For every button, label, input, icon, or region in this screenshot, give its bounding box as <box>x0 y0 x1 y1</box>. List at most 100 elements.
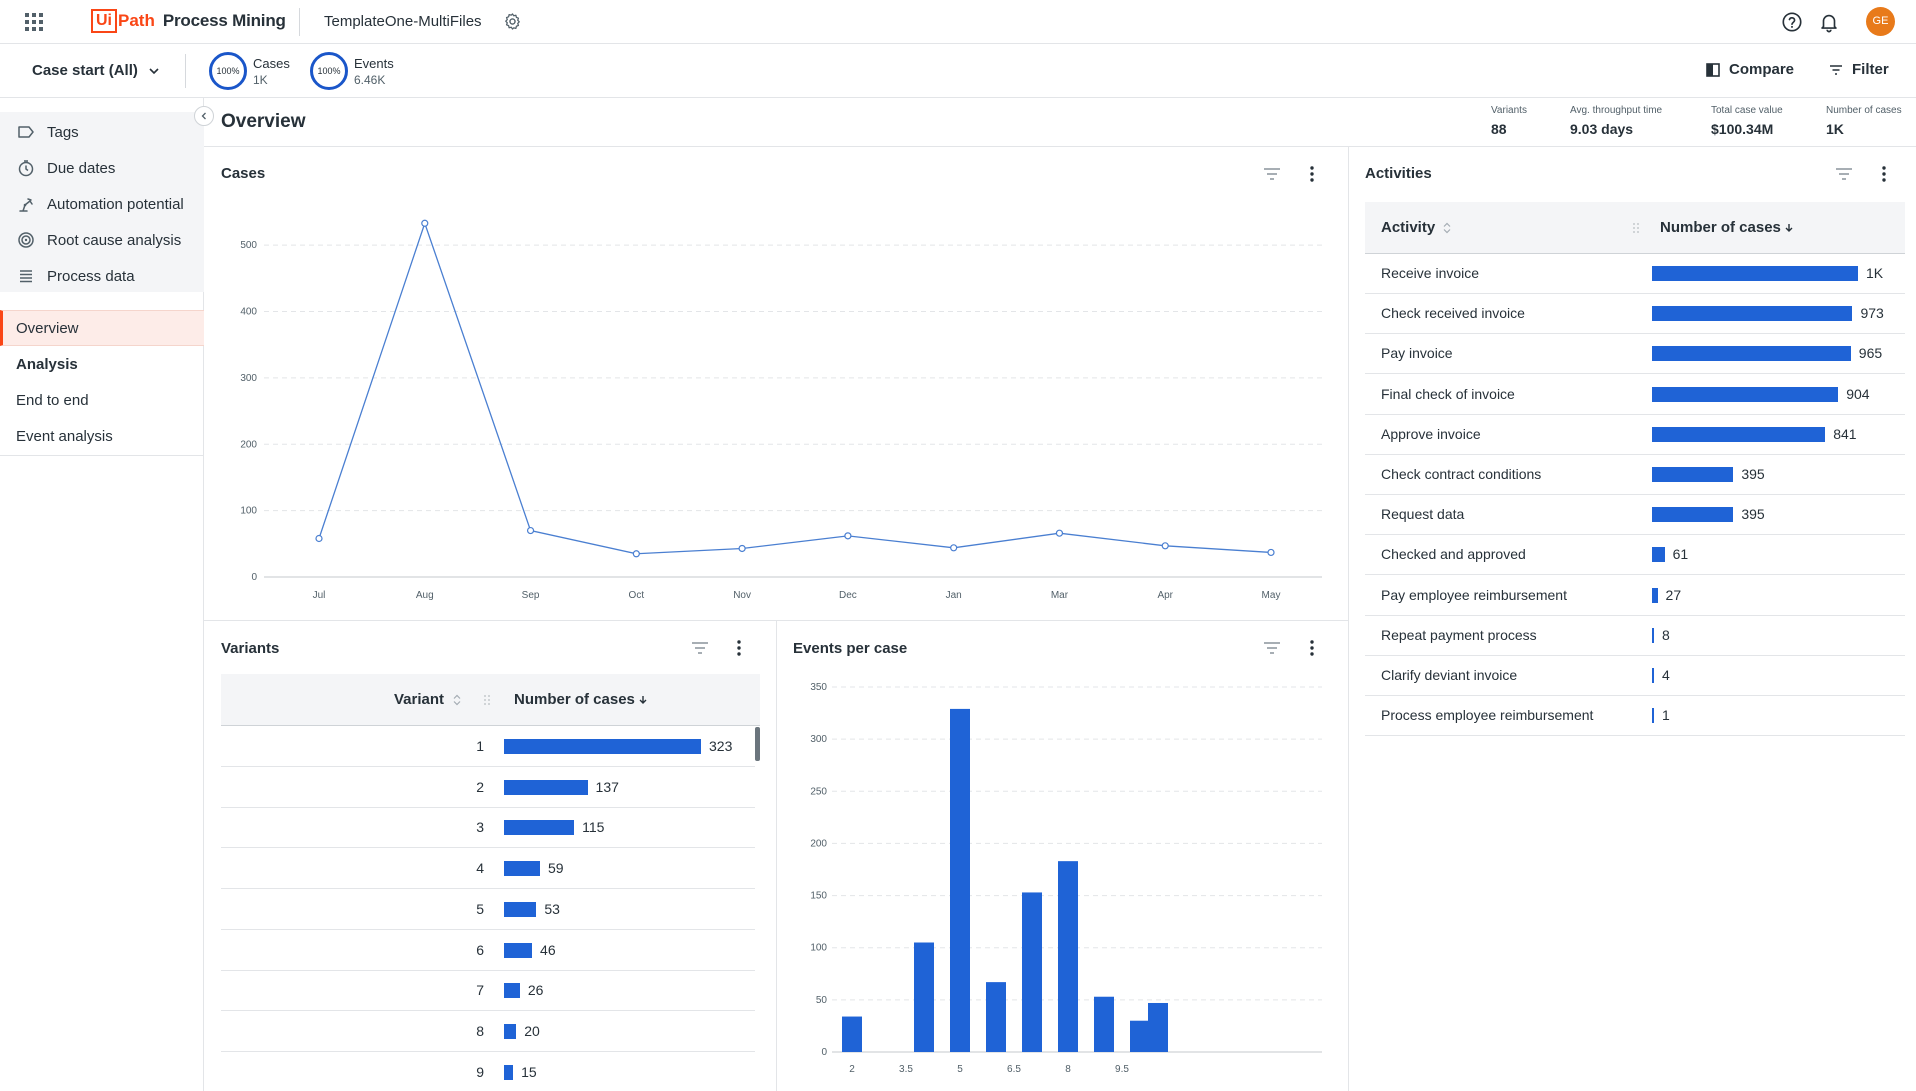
sort-icon[interactable] <box>453 694 461 706</box>
sidebar-item-root-cause-analysis[interactable]: Root cause analysis <box>0 222 204 258</box>
y-tick-label: 200 <box>810 838 827 849</box>
y-tick-label: 200 <box>240 439 257 450</box>
table-row[interactable]: Check contract conditions 395 <box>1365 455 1905 495</box>
activity-cell: Checked and approved <box>1381 546 1526 563</box>
x-tick-label: 6.5 <box>1007 1064 1021 1075</box>
help-icon[interactable] <box>1781 11 1803 33</box>
table-row[interactable]: 9 15 <box>221 1053 755 1091</box>
clock-icon <box>18 160 34 177</box>
variant-bar <box>504 820 575 836</box>
variant-cell: 8 <box>476 1022 484 1039</box>
x-tick-label: Apr <box>1157 590 1173 601</box>
activity-cell: Final check of invoice <box>1381 385 1515 402</box>
sort-descending-icon[interactable] <box>638 695 648 705</box>
x-tick-label: 3.5 <box>899 1064 913 1075</box>
cases-metric[interactable]: 100% Cases 1K <box>209 52 290 90</box>
drag-handle-icon[interactable] <box>1632 222 1640 234</box>
collapse-sidebar-button[interactable] <box>194 106 214 126</box>
data-point <box>1267 548 1275 557</box>
table-row[interactable]: 2 137 <box>221 768 755 808</box>
table-row[interactable]: Pay invoice 965 <box>1365 334 1905 375</box>
gear-icon[interactable] <box>503 12 522 31</box>
events-bar-chart: 0 50 100 150 200 250 300 350 2 3.5 5 6.5 8 9.5 <box>810 682 1322 1075</box>
table-row[interactable]: 1 323 <box>221 727 755 767</box>
table-row[interactable]: Clarify deviant invoice 4 <box>1365 656 1905 696</box>
app-launcher-icon[interactable] <box>25 13 43 31</box>
more-vertical-icon[interactable] <box>1881 165 1887 183</box>
scrollbar-thumb[interactable] <box>755 727 760 761</box>
y-tick-label: 100 <box>810 943 827 954</box>
table-row[interactable]: 3 115 <box>221 808 755 849</box>
table-row[interactable]: Final check of invoice 904 <box>1365 375 1905 415</box>
sidebar-item-label: Automation potential <box>47 195 184 213</box>
table-row[interactable]: Checked and approved 61 <box>1365 535 1905 576</box>
table-row[interactable]: Process employee reimbursement 1 <box>1365 696 1905 737</box>
nav-analysis[interactable]: Analysis <box>16 356 78 373</box>
sidebar-item-tags[interactable]: Tags <box>0 114 204 150</box>
y-tick-label: 500 <box>240 240 257 251</box>
filter-icon[interactable] <box>1263 167 1281 181</box>
sidebar-item-automation-potential[interactable]: Automation potential <box>0 186 204 222</box>
sort-icon[interactable] <box>1443 222 1451 234</box>
nav-event-analysis[interactable]: Event analysis <box>16 428 113 445</box>
column-header-activity[interactable]: Activity <box>1381 219 1436 236</box>
chevron-left-icon <box>201 112 206 120</box>
events-metric[interactable]: 100% Events 6.46K <box>310 52 394 90</box>
variant-bar-value: 46 <box>540 941 556 958</box>
bar <box>1022 892 1042 1052</box>
divider <box>299 8 300 36</box>
table-row[interactable]: Receive invoice 1K <box>1365 254 1905 294</box>
case-start-label: Case start (All) <box>32 62 138 79</box>
table-row[interactable]: Repeat payment process 8 <box>1365 616 1905 656</box>
nav-overview[interactable]: Overview <box>0 310 204 346</box>
events-metric-value: 6.46K <box>354 72 386 87</box>
activity-bar-value: 973 <box>1860 305 1884 322</box>
cases-metric-label: Cases <box>253 55 290 71</box>
table-row[interactable]: 7 26 <box>221 971 755 1012</box>
kpi-variants: Variants 88 <box>1491 105 1527 137</box>
case-start-dropdown[interactable]: Case start (All) <box>32 62 160 79</box>
filter-icon[interactable] <box>1263 641 1281 655</box>
table-row[interactable]: 4 59 <box>221 849 755 890</box>
table-row[interactable]: 6 46 <box>221 931 755 971</box>
kpi-case-value: Total case value $100.34M <box>1711 105 1783 137</box>
column-header-number-of-cases[interactable]: Number of cases <box>514 691 635 708</box>
y-tick-label: 250 <box>810 786 827 797</box>
nav-end-to-end[interactable]: End to end <box>16 392 89 409</box>
column-header-variant[interactable]: Variant <box>394 691 445 708</box>
activities-panel-title: Activities <box>1365 165 1432 182</box>
sidebar-item-process-data[interactable]: Process data <box>0 258 204 294</box>
sort-descending-icon[interactable] <box>1784 223 1794 233</box>
filter-icon[interactable] <box>1835 167 1853 181</box>
table-row[interactable]: Approve invoice 841 <box>1365 415 1905 455</box>
x-tick-label: 5 <box>957 1064 963 1075</box>
variants-table-header: Variant Number of cases <box>221 674 760 726</box>
variant-cell: 6 <box>476 941 484 958</box>
variant-bar-value: 15 <box>521 1063 537 1080</box>
table-row[interactable]: 5 53 <box>221 890 755 930</box>
series-line <box>318 221 1272 555</box>
sidebar-item-due-dates[interactable]: Due dates <box>0 150 204 186</box>
y-tick-label: 100 <box>240 506 257 517</box>
compare-button[interactable]: Compare <box>1705 61 1794 78</box>
filter-button[interactable]: Filter <box>1828 61 1889 78</box>
divider <box>185 54 186 88</box>
uipath-logo[interactable]: Ui Path Process Mining <box>91 9 286 33</box>
more-vertical-icon[interactable] <box>736 639 742 657</box>
avatar[interactable]: GE <box>1866 7 1895 36</box>
table-row[interactable]: Pay employee reimbursement 27 <box>1365 576 1905 616</box>
x-tick-label: Sep <box>522 590 540 601</box>
activity-bar-value: 8 <box>1662 626 1670 643</box>
column-header-number-of-cases[interactable]: Number of cases <box>1660 219 1781 236</box>
filter-icon[interactable] <box>691 641 709 655</box>
bell-icon[interactable] <box>1818 11 1840 33</box>
bar <box>842 1016 862 1052</box>
table-row[interactable]: Check received invoice 973 <box>1365 294 1905 335</box>
drag-handle-icon[interactable] <box>483 694 491 706</box>
table-row[interactable]: Request data 395 <box>1365 495 1905 536</box>
more-vertical-icon[interactable] <box>1309 165 1315 183</box>
more-vertical-icon[interactable] <box>1309 639 1315 657</box>
activity-cell: Receive invoice <box>1381 265 1480 281</box>
robot-arm-icon <box>19 198 33 212</box>
table-row[interactable]: 8 20 <box>221 1012 755 1052</box>
